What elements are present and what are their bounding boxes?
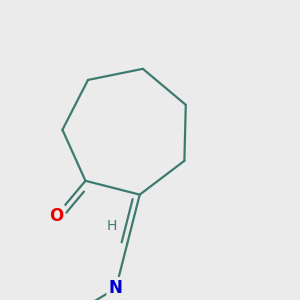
- Text: N: N: [109, 279, 123, 297]
- Text: O: O: [49, 207, 63, 225]
- Text: H: H: [106, 219, 117, 233]
